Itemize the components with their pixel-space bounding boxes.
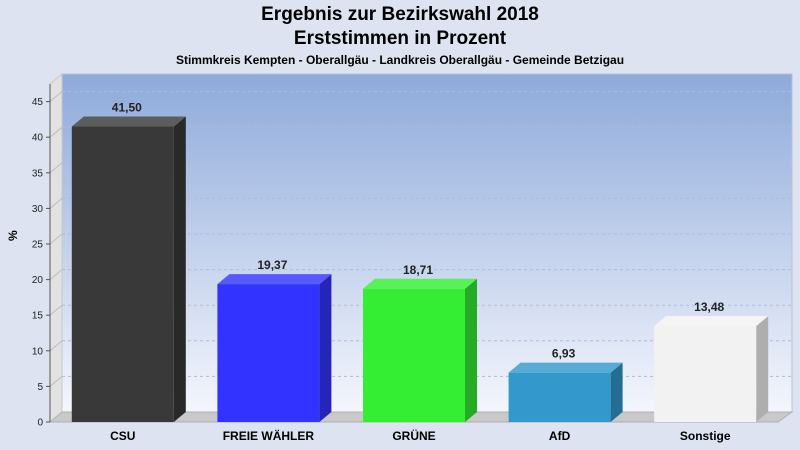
bar-afd xyxy=(508,362,623,422)
bar-sonstige xyxy=(654,316,769,422)
data-label: 19,37 xyxy=(257,258,287,272)
bar-side xyxy=(173,116,186,423)
bar-csu xyxy=(71,116,186,423)
y-tick-label: 15 xyxy=(32,311,44,322)
bar xyxy=(654,326,757,422)
bar-top xyxy=(71,116,186,127)
x-tick-label: FREIE WÄHLER xyxy=(223,428,315,443)
bar-freie-w-hler xyxy=(217,274,332,422)
chart-title: Ergebnis zur Bezirkswahl 2018 xyxy=(261,4,539,25)
chart-title-line2: Erststimmen in Prozent xyxy=(293,28,507,49)
y-tick-label: 5 xyxy=(37,382,43,393)
x-tick-label: CSU xyxy=(110,429,135,443)
bar xyxy=(363,288,465,422)
bar-top xyxy=(654,316,769,327)
bar xyxy=(217,284,320,422)
gridline-side xyxy=(49,304,63,316)
y-tick-label: 10 xyxy=(32,346,44,357)
left-wall xyxy=(49,72,63,424)
data-label: 6,93 xyxy=(552,347,576,361)
y-tick-label: 35 xyxy=(32,168,44,179)
y-tick-label: 40 xyxy=(32,133,44,144)
bar-top xyxy=(508,362,623,373)
bar-side xyxy=(465,278,477,422)
gridline-side xyxy=(49,91,63,102)
gridline-side xyxy=(49,340,63,352)
y-tick-label: 0 xyxy=(37,418,43,429)
bar xyxy=(71,126,174,423)
gridline-side xyxy=(49,376,63,387)
data-label: 13,48 xyxy=(694,300,724,314)
x-tick-label: AfD xyxy=(549,429,571,443)
chart-subtitle: Stimmkreis Kempten - Oberallgäu - Landkr… xyxy=(175,53,625,67)
x-tick-label: GRÜNE xyxy=(392,428,435,443)
bar-side xyxy=(610,362,623,422)
bar-top xyxy=(217,274,332,285)
bar-top xyxy=(363,278,477,289)
bar-gr-ne xyxy=(363,278,477,422)
bar-side xyxy=(756,316,769,422)
data-label: 18,71 xyxy=(403,263,433,277)
bar xyxy=(508,372,611,422)
gridline-side xyxy=(49,233,63,245)
data-label: 41,50 xyxy=(112,101,142,115)
y-tick-label: 30 xyxy=(32,204,44,215)
y-tick-label: 25 xyxy=(32,240,44,251)
y-tick-label: 20 xyxy=(32,275,44,286)
gridline-side xyxy=(49,198,63,209)
gridline-side xyxy=(49,126,63,138)
gridline-side xyxy=(49,162,63,174)
y-tick-label: 45 xyxy=(32,97,44,108)
bar-side xyxy=(319,274,332,422)
x-tick-label: Sonstige xyxy=(680,429,731,443)
gridline-side xyxy=(49,269,63,280)
